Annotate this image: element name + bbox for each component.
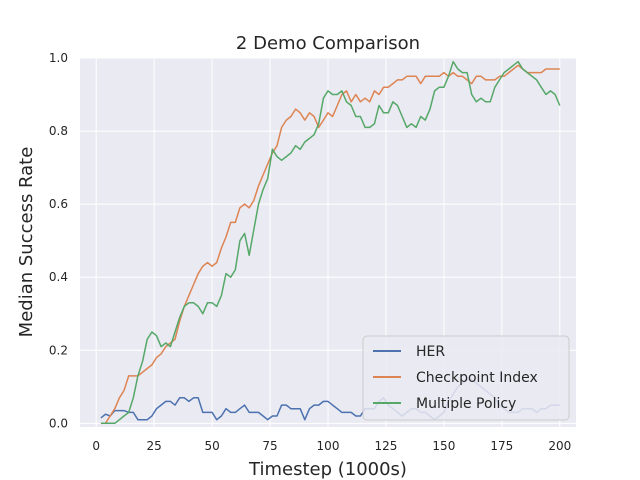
legend-label-multiple-policy: Multiple Policy xyxy=(416,396,516,412)
series-line-multiple-policy xyxy=(100,60,561,425)
y-axis-label: Median Success Rate xyxy=(16,147,37,338)
y-tick-label: 0.6 xyxy=(49,197,68,211)
x-tick-label: 50 xyxy=(204,439,219,453)
legend: HER Checkpoint Index Multiple Policy xyxy=(362,335,570,421)
x-tick-label: 175 xyxy=(490,439,513,453)
legend-label-her: HER xyxy=(416,344,445,360)
y-tick-label: 0.4 xyxy=(49,270,68,284)
y-tick-label: 0.0 xyxy=(49,416,68,430)
x-tick-label: 0 xyxy=(92,439,100,453)
x-tick-label: 100 xyxy=(317,439,340,453)
x-tick-label: 200 xyxy=(548,439,571,453)
y-tick-labels: 0.0 0.2 0.4 0.6 0.8 1.0 xyxy=(49,51,68,430)
chart-title: 2 Demo Comparison xyxy=(236,33,420,54)
x-axis-label: Timestep (1000s) xyxy=(248,459,407,480)
series-line-checkpoint-index xyxy=(100,64,560,425)
x-tick-label: 25 xyxy=(147,439,162,453)
x-tick-labels: 0 25 50 75 100 125 150 175 200 xyxy=(92,439,571,453)
x-tick-label: 75 xyxy=(262,439,277,453)
x-tick-label: 150 xyxy=(432,439,455,453)
y-tick-label: 1.0 xyxy=(49,51,68,65)
legend-box xyxy=(362,335,570,421)
x-tick-label: 125 xyxy=(374,439,397,453)
y-tick-label: 0.8 xyxy=(49,124,68,138)
y-tick-label: 0.2 xyxy=(49,343,68,357)
legend-label-checkpoint-index: Checkpoint Index xyxy=(416,370,538,386)
